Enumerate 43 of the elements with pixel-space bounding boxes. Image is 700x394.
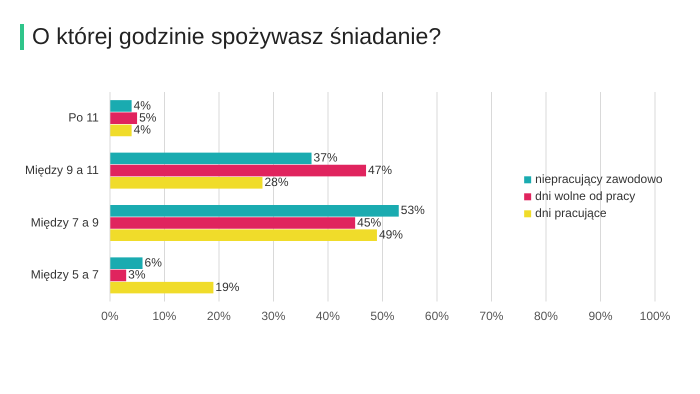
legend-label: dni pracujące bbox=[535, 206, 607, 220]
data-label: 47% bbox=[368, 162, 392, 177]
x-tick-label: 100% bbox=[640, 309, 671, 324]
data-label: 6% bbox=[144, 255, 162, 270]
bar bbox=[110, 282, 214, 294]
data-label: 3% bbox=[128, 268, 146, 282]
bar bbox=[110, 164, 366, 176]
legend-label: dni wolne od pracy bbox=[535, 189, 636, 204]
legend-label: niepracujący zawodowo bbox=[535, 172, 663, 186]
bar bbox=[110, 100, 132, 112]
data-label: 5% bbox=[139, 110, 157, 125]
data-label: 4% bbox=[134, 122, 152, 137]
y-tick-label: Między 7 a 9 bbox=[30, 215, 100, 230]
x-tick-label: 20% bbox=[206, 309, 232, 324]
bar bbox=[110, 177, 262, 189]
bar bbox=[110, 270, 126, 282]
bar bbox=[110, 152, 312, 164]
bar bbox=[110, 257, 143, 269]
data-label: 28% bbox=[264, 175, 289, 190]
x-tick-label: 70% bbox=[479, 309, 504, 324]
y-tick-label: Po 11 bbox=[68, 110, 100, 125]
x-tick-label: 60% bbox=[424, 309, 450, 324]
data-label: 53% bbox=[400, 203, 426, 218]
x-tick-label: 10% bbox=[152, 309, 177, 324]
x-tick-label: 0% bbox=[101, 309, 119, 324]
chart-title: O której godzinie spożywasz śniadanie? bbox=[32, 22, 442, 50]
y-tick-label: Między 5 a 7 bbox=[30, 268, 100, 282]
y-tick-label: Między 9 a 11 bbox=[24, 162, 100, 177]
x-tick-label: 90% bbox=[588, 309, 613, 324]
data-label: 37% bbox=[314, 150, 338, 165]
x-tick-label: 30% bbox=[261, 309, 286, 324]
bar bbox=[110, 124, 132, 136]
bar bbox=[110, 217, 356, 229]
bar bbox=[110, 112, 138, 124]
data-label: 19% bbox=[215, 280, 240, 294]
bar bbox=[110, 204, 399, 217]
x-tick-label: 50% bbox=[370, 309, 395, 324]
data-label: 45% bbox=[357, 215, 382, 230]
bar bbox=[110, 229, 377, 242]
data-label: 49% bbox=[378, 228, 404, 242]
x-tick-label: 80% bbox=[534, 309, 558, 324]
data-label: 4% bbox=[134, 98, 152, 112]
x-tick-label: 40% bbox=[316, 309, 340, 324]
